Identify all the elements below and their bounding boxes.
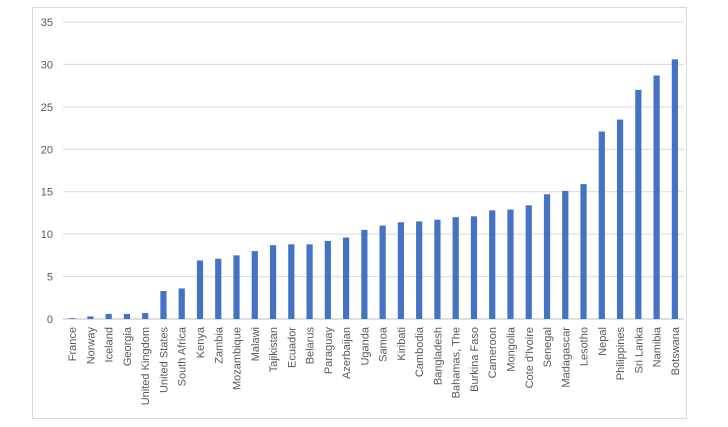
x-tick-label: Paraguay: [323, 327, 335, 375]
x-tick-label: Mozambique: [232, 327, 244, 390]
x-tick-label: South Africa: [177, 326, 189, 386]
x-tick-label: France: [67, 327, 79, 361]
x-tick-label: Samoa: [378, 326, 390, 362]
bar: [196, 260, 204, 319]
x-tick-label: Botswana: [670, 326, 682, 375]
x-tick-label: Cote d'Ivoire: [524, 327, 536, 388]
bar: [105, 313, 112, 319]
bar: [233, 255, 240, 319]
y-tick-label: 5: [47, 272, 53, 284]
bar: [470, 216, 478, 319]
x-tick-label: Madagascar: [560, 327, 572, 388]
x-tick-label: Namibia: [652, 326, 664, 367]
bar: [324, 240, 331, 319]
bar: [361, 229, 368, 319]
x-tick-label: Georgia: [122, 326, 134, 366]
chart-frame: [32, 7, 687, 419]
bar: [397, 222, 405, 319]
bar: [416, 221, 423, 319]
bar: [598, 131, 605, 319]
y-tick-label: 25: [41, 102, 53, 114]
x-tick-label: Lesotho: [579, 327, 591, 366]
x-tick-label: Cambodia: [414, 326, 426, 377]
bar: [635, 89, 642, 319]
x-tick-label: Zambia: [213, 326, 225, 364]
bar: [543, 194, 551, 319]
y-axis: 0 5 10 15 20 25 30 35: [41, 17, 53, 326]
x-tick-label: Malawi: [250, 327, 262, 361]
x-tick-label: Philippines: [615, 327, 627, 381]
x-tick-label: Cameroon: [487, 327, 499, 378]
bar: [452, 217, 459, 319]
bar: [489, 210, 496, 319]
bar: [87, 316, 94, 319]
x-tick-label: United States: [158, 327, 170, 394]
y-tick-label: 20: [41, 144, 53, 156]
x-tick-label: Mongolia: [505, 326, 517, 372]
bar: [269, 245, 277, 319]
x-tick-label: Burkina Faso: [469, 327, 481, 392]
bar: [69, 318, 76, 319]
x-tick-label: Bangladesh: [432, 327, 444, 385]
x-tick-label: United Kingdom: [140, 327, 152, 405]
bar: [434, 219, 441, 319]
bar: [342, 237, 350, 319]
bar: [288, 244, 295, 319]
bar: [616, 119, 624, 319]
y-tick-label: 0: [47, 314, 53, 326]
bar: [215, 258, 222, 319]
x-tick-label: Azerbaijan: [341, 327, 353, 379]
y-tick-label: 30: [41, 59, 53, 71]
bar: [671, 59, 678, 319]
x-tick-label: Belarus: [305, 327, 317, 365]
gridlines: [63, 21, 684, 320]
x-tick-label: Norway: [85, 327, 97, 365]
bar: [562, 190, 569, 319]
bar: [178, 288, 185, 319]
x-tick-label: Uganda: [359, 326, 371, 365]
x-tick-label: Kiribati: [396, 327, 408, 361]
bar: [251, 251, 258, 319]
bar: [306, 244, 313, 319]
bar: [160, 290, 167, 319]
x-tick-label: Sri Lanka: [633, 326, 645, 373]
bar: [379, 225, 386, 319]
bar: [580, 184, 587, 319]
bar: [653, 75, 660, 320]
y-tick-label: 15: [41, 187, 53, 199]
x-tick-label: Nepal: [597, 327, 609, 356]
bar: [525, 205, 532, 319]
x-tick-label: Tajikistan: [268, 327, 280, 372]
bar: [142, 313, 149, 319]
x-tick-label: Senegal: [542, 327, 554, 367]
bars: [69, 59, 678, 320]
x-tick-label: Kenya: [195, 326, 207, 358]
x-tick-label: Bahamas, The: [451, 327, 463, 398]
x-axis: France Norway Iceland Georgia United Kingdom…: [67, 326, 682, 405]
bar: [507, 209, 514, 319]
y-tick-label: 35: [41, 17, 53, 29]
x-tick-label: Iceland: [104, 327, 116, 362]
y-tick-label: 10: [41, 229, 53, 241]
bar: [123, 313, 131, 319]
x-tick-label: Ecuador: [286, 327, 298, 368]
